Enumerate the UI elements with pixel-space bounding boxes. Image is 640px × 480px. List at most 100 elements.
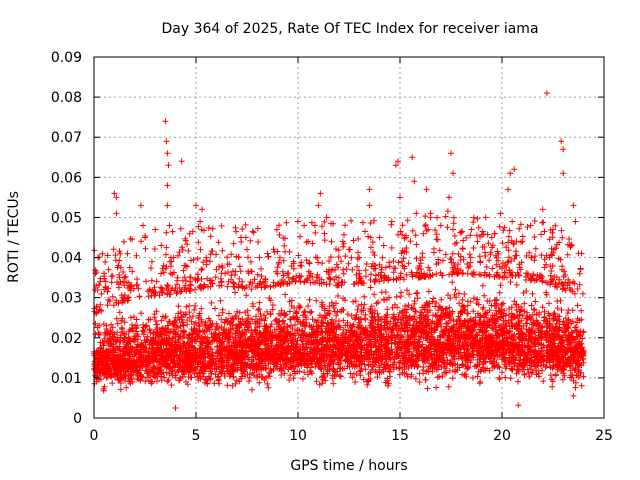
data-point	[198, 305, 205, 312]
data-point	[312, 317, 318, 324]
data-point	[162, 313, 169, 320]
data-point	[168, 382, 175, 388]
data-point	[361, 301, 368, 308]
data-point	[168, 341, 175, 348]
data-point	[236, 328, 243, 335]
data-point	[531, 307, 538, 314]
data-point	[573, 324, 580, 331]
data-point	[136, 367, 143, 374]
data-point	[362, 311, 369, 318]
data-point	[409, 315, 416, 322]
data-point	[474, 373, 481, 380]
data-point	[422, 376, 429, 383]
data-point	[401, 325, 408, 332]
data-point	[313, 297, 320, 304]
data-point	[412, 375, 419, 382]
data-point	[384, 382, 391, 389]
data-point	[329, 375, 336, 382]
data-point	[149, 378, 156, 385]
data-point	[467, 298, 474, 305]
data-point	[546, 300, 552, 307]
data-point	[572, 384, 579, 391]
data-point	[411, 298, 418, 305]
data-point	[445, 319, 452, 326]
data-point	[375, 299, 382, 306]
data-point	[469, 374, 476, 381]
data-point	[371, 291, 378, 298]
data-point	[245, 312, 251, 319]
data-point	[292, 370, 299, 377]
data-point	[209, 350, 216, 357]
data-point	[362, 366, 369, 373]
data-point	[281, 370, 288, 377]
data-point	[238, 375, 244, 382]
data-point	[257, 311, 264, 317]
data-point	[481, 292, 488, 299]
data-point	[158, 377, 165, 384]
data-point	[327, 354, 334, 361]
data-point	[242, 309, 249, 316]
data-point	[450, 316, 457, 323]
data-point	[414, 340, 421, 347]
data-point	[360, 305, 367, 312]
data-point	[266, 295, 273, 302]
data-point	[120, 348, 127, 355]
data-point	[351, 362, 358, 369]
data-point	[335, 322, 342, 329]
data-point	[183, 303, 190, 310]
data-point	[306, 296, 313, 303]
data-point	[96, 322, 103, 329]
data-point	[355, 303, 362, 309]
data-point	[195, 322, 202, 329]
data-point	[558, 306, 565, 313]
data-point	[264, 380, 271, 387]
data-point	[153, 328, 160, 335]
data-point	[326, 311, 333, 317]
data-point	[396, 309, 403, 316]
data-point	[264, 308, 271, 315]
data-point	[92, 331, 99, 338]
data-point	[446, 304, 453, 311]
data-point	[549, 383, 556, 390]
data-point	[541, 314, 548, 321]
data-point	[449, 375, 456, 382]
data-point	[207, 317, 213, 324]
data-point	[564, 356, 571, 363]
data-point	[121, 319, 128, 326]
data-point	[576, 352, 583, 359]
data-point	[414, 295, 421, 302]
data-point	[281, 360, 288, 367]
data-point	[141, 337, 148, 344]
data-point	[138, 310, 145, 317]
data-point	[114, 320, 121, 327]
data-point	[380, 296, 387, 303]
data-point	[134, 322, 141, 329]
data-point	[180, 329, 187, 336]
data-point	[518, 307, 524, 314]
data-point	[551, 343, 558, 350]
data-point	[229, 382, 236, 389]
data-point	[496, 289, 503, 296]
data-point	[292, 309, 299, 316]
data-point	[118, 317, 125, 324]
data-point	[218, 364, 225, 370]
chart-title: Day 364 of 2025, Rate Of TEC Index for r…	[161, 21, 538, 37]
data-point	[372, 329, 379, 336]
data-point	[384, 321, 391, 328]
data-point	[528, 302, 535, 309]
data-point	[391, 355, 397, 362]
data-point	[340, 317, 347, 324]
data-point	[357, 368, 363, 375]
data-point	[528, 339, 535, 346]
data-point	[352, 298, 359, 305]
data-point	[238, 321, 245, 328]
data-point	[554, 305, 561, 312]
data-point	[541, 314, 548, 320]
data-point	[432, 327, 439, 334]
data-point	[214, 323, 221, 330]
data-point	[393, 293, 400, 300]
data-point	[565, 307, 572, 314]
data-point	[391, 333, 398, 340]
data-point	[236, 309, 243, 316]
data-point	[256, 306, 263, 312]
